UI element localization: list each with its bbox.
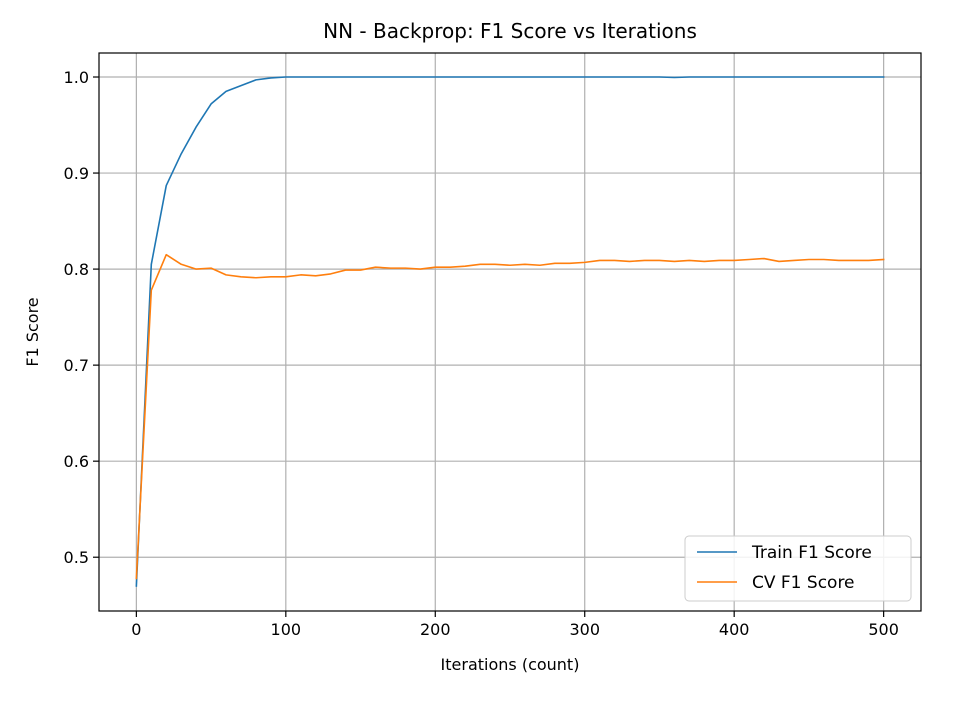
y-axis-title: F1 Score	[23, 297, 42, 366]
series-lines	[135, 76, 885, 587]
chart-title: NN - Backprop: F1 Score vs Iterations	[323, 19, 697, 43]
axis-ticks: 0 100 200 300 400 500 0.5 0.6 0.7 0.8 0.9 1.0	[64, 68, 899, 639]
y-tick-label: 0.8	[64, 260, 89, 279]
y-tick-label: 0.5	[64, 548, 89, 567]
y-tick-label: 1.0	[64, 68, 89, 87]
y-tick-label: 0.7	[64, 356, 89, 375]
x-tick-label: 0	[131, 620, 141, 639]
plot-frame	[98, 52, 922, 612]
x-tick-label: 500	[868, 620, 899, 639]
legend-label-cv: CV F1 Score	[752, 573, 855, 593]
x-axis-title: Iterations (count)	[441, 655, 580, 674]
grid	[99, 53, 921, 611]
legend: Train F1 Score CV F1 Score	[684, 535, 912, 602]
y-tick-label: 0.6	[64, 452, 89, 471]
train-f1-line	[135, 76, 885, 587]
x-tick-label: 200	[420, 620, 451, 639]
legend-label-train: Train F1 Score	[751, 543, 872, 563]
legend-box	[684, 535, 912, 602]
cv-f1-line	[135, 253, 885, 580]
x-tick-label: 100	[271, 620, 302, 639]
x-tick-label: 300	[569, 620, 600, 639]
y-tick-label: 0.9	[64, 164, 89, 183]
x-tick-label: 400	[719, 620, 750, 639]
